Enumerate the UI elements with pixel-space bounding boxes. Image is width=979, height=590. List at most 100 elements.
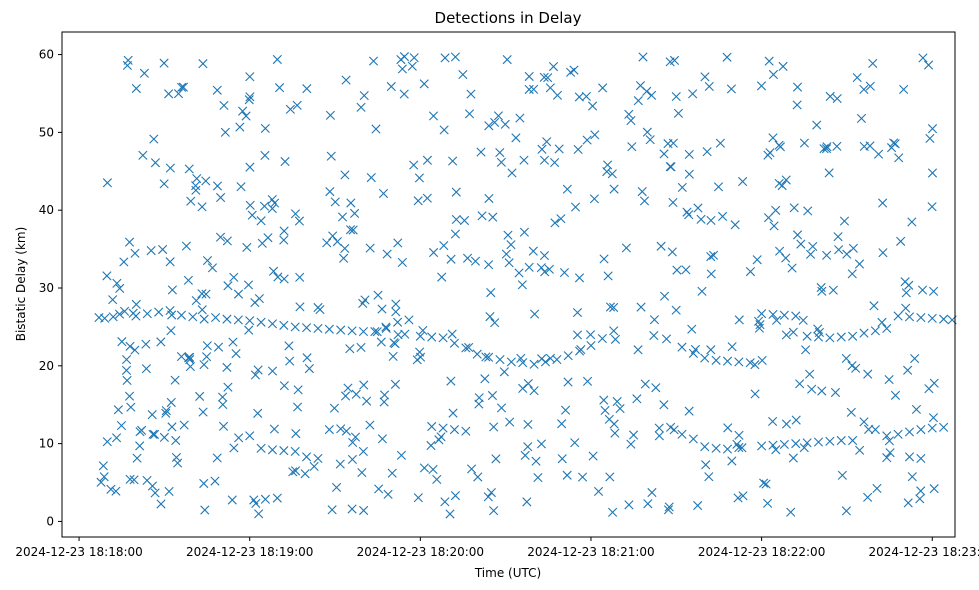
- data-point: [341, 426, 351, 436]
- data-point: [889, 138, 899, 148]
- data-point: [472, 349, 482, 359]
- data-point: [864, 424, 874, 434]
- data-point: [668, 138, 678, 148]
- data-point: [627, 142, 637, 152]
- data-point: [166, 326, 176, 336]
- x-tick-label: 2024-12-23 18:22:00: [698, 545, 825, 559]
- data-point: [389, 338, 399, 348]
- data-point: [865, 81, 875, 91]
- data-point: [599, 254, 609, 264]
- data-point: [642, 127, 652, 137]
- data-point: [939, 422, 949, 432]
- data-point: [522, 497, 532, 507]
- data-point: [245, 72, 255, 82]
- data-point: [781, 175, 791, 185]
- data-point: [166, 397, 176, 408]
- data-point: [556, 214, 566, 224]
- data-point: [396, 450, 407, 460]
- data-point: [419, 463, 429, 473]
- data-point: [448, 156, 458, 166]
- data-point: [722, 356, 733, 366]
- data-point: [495, 147, 505, 158]
- data-point: [464, 342, 474, 353]
- data-point: [213, 342, 224, 352]
- data-point: [523, 419, 533, 430]
- data-point: [381, 322, 391, 332]
- data-point: [315, 304, 325, 315]
- data-point: [233, 289, 244, 299]
- data-point: [873, 149, 884, 159]
- x-tick-label: 2024-12-23 18:23:00: [869, 545, 979, 559]
- data-point: [228, 337, 238, 347]
- data-point: [241, 111, 251, 121]
- data-point: [799, 443, 809, 453]
- data-point: [177, 82, 187, 92]
- data-point: [272, 493, 282, 503]
- data-point: [834, 245, 844, 255]
- data-point: [235, 122, 245, 132]
- data-point: [366, 173, 376, 183]
- data-point: [745, 358, 755, 368]
- data-point: [539, 155, 550, 165]
- data-point: [474, 393, 484, 403]
- data-point: [233, 315, 243, 325]
- data-point: [348, 225, 358, 235]
- data-point: [684, 406, 694, 416]
- data-point: [313, 323, 323, 334]
- data-point: [824, 168, 834, 178]
- data-point: [197, 202, 207, 212]
- data-point: [667, 247, 677, 257]
- data-point: [254, 509, 264, 519]
- data-point: [890, 390, 901, 400]
- data-point: [593, 486, 604, 497]
- data-point: [113, 405, 123, 415]
- data-point: [260, 150, 270, 161]
- y-tick-label: 40: [39, 203, 54, 217]
- data-point: [671, 91, 681, 102]
- data-point: [191, 295, 201, 306]
- data-point: [501, 249, 511, 259]
- data-point: [259, 201, 270, 211]
- data-point: [489, 422, 499, 432]
- data-point: [181, 241, 192, 251]
- data-point: [506, 240, 516, 250]
- data-point: [212, 181, 223, 191]
- data-point: [799, 138, 809, 148]
- data-point: [859, 417, 869, 427]
- data-point: [832, 141, 842, 151]
- y-tick-label: 20: [39, 359, 54, 373]
- data-point: [732, 439, 742, 449]
- data-point: [382, 249, 392, 259]
- data-point: [781, 419, 792, 429]
- data-point: [530, 309, 540, 319]
- data-point: [904, 312, 915, 322]
- data-point: [377, 434, 388, 444]
- data-point: [545, 83, 555, 93]
- data-point: [309, 461, 319, 472]
- data-point: [313, 453, 323, 463]
- data-point: [701, 460, 711, 470]
- data-point: [222, 236, 232, 246]
- data-point: [108, 295, 118, 305]
- data-point: [668, 197, 678, 208]
- data-point: [745, 267, 756, 277]
- data-point: [711, 443, 721, 453]
- data-point: [279, 446, 289, 456]
- data-point: [426, 440, 436, 451]
- data-point: [340, 170, 350, 180]
- data-point: [451, 187, 461, 197]
- data-point: [566, 67, 576, 77]
- data-point: [514, 268, 524, 278]
- data-point: [795, 379, 805, 389]
- data-point: [581, 91, 591, 102]
- data-point: [759, 478, 769, 488]
- data-point: [557, 454, 567, 464]
- data-point: [242, 242, 252, 253]
- data-point: [415, 331, 425, 341]
- data-point: [677, 342, 687, 352]
- data-point: [102, 178, 112, 188]
- data-point: [243, 280, 254, 290]
- data-point: [409, 160, 419, 170]
- data-point: [777, 181, 787, 191]
- data-point: [768, 69, 779, 80]
